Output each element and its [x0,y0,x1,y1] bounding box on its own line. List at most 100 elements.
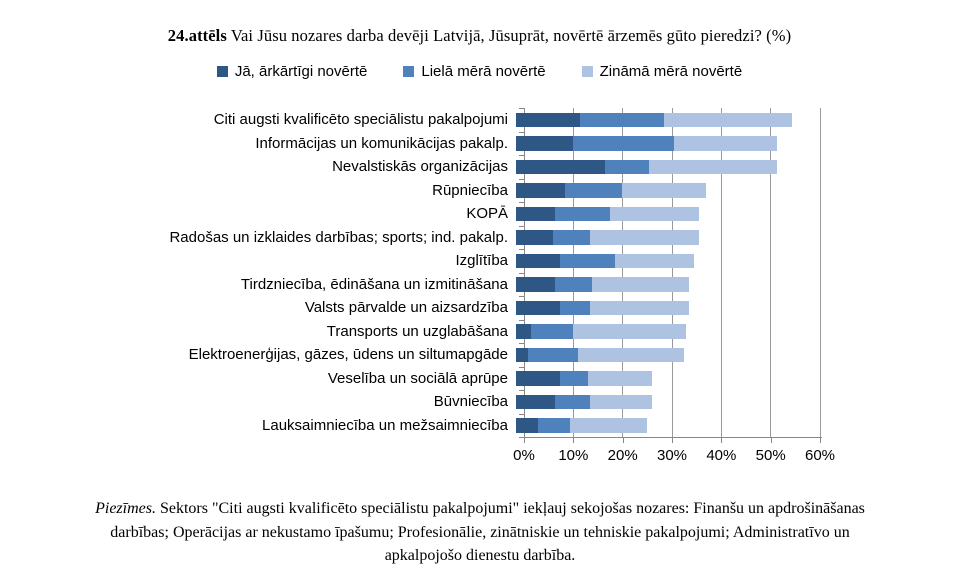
x-axis-tick [573,438,575,443]
bar-track [516,249,812,273]
y-axis-tick [519,272,524,274]
bar-segment [560,371,588,386]
table-row: Elektroenerģijas, gāzes, ūdens un siltum… [0,343,812,367]
category-label: Izglītība [455,252,508,269]
gridline [622,108,624,437]
x-axis-tick [721,438,723,443]
bar-track [516,226,812,250]
y-axis-tick [519,178,524,180]
y-axis-tick [519,202,524,203]
legend-item: Jā, ārkārtīgi novērtē [216,63,368,80]
bar-segment [516,183,566,198]
bar-segment [589,394,652,409]
bar-segment [673,136,778,151]
y-axis-tick [519,296,524,297]
bar-track [516,108,812,132]
category-label: Radošas un izklaides darbības; sports; i… [169,228,508,246]
bar-segment [555,206,610,221]
gridline [770,108,772,437]
category-label: Valsts pārvalde un aizsardzība [304,299,508,316]
bar-segment [622,183,706,198]
legend-swatch-icon [403,66,415,77]
legend-item: Zināmā mērā novērtē [581,63,743,80]
y-axis-tick [519,413,524,415]
bar-segment [614,253,694,268]
bar-track [516,343,812,367]
bar-segment [570,418,647,433]
gridline [671,108,673,437]
y-axis-tick [519,225,524,227]
footnote: Piezīmes. Sektors "Citi augsti kvalificē… [94,497,866,568]
x-tick-label: 60% [804,447,836,464]
bar-track [516,179,812,203]
bar-segment [516,277,556,292]
bar-segment [649,159,778,174]
table-row: KOPĀ [0,202,812,226]
bar-segment [560,253,615,268]
bar-segment [516,300,561,315]
bar-segment [609,206,699,221]
y-axis-tick [519,437,524,438]
footnote-label: Piezīmes. [95,500,156,517]
bar-segment [530,324,573,339]
footnote-text: Sektors "Citi augsti kvalificēto speciāl… [110,500,865,564]
bar-segment [565,183,623,198]
bar-track [516,132,812,156]
bar-track [516,414,812,438]
bar-track [516,390,812,414]
bar-track [516,367,812,391]
bar-segment [528,347,578,362]
gridline [720,108,722,437]
bar-track [516,273,812,297]
bar-segment [516,206,556,221]
y-axis-tick [519,343,524,344]
x-tick-label: 10% [558,447,589,464]
table-row: Veselība un sociālā aprūpe [0,367,812,391]
bar-segment [516,136,573,151]
x-tick-label: 0% [513,447,535,464]
y-axis-tick [519,319,524,321]
category-label: Tirdzniecība, ēdināšana un izmitināšana [240,275,508,293]
bar-segment [516,394,556,409]
category-label: Nevalstiskās organizācijas [332,158,508,175]
table-row: Tirdzniecība, ēdināšana un izmitināšana [0,273,812,297]
table-row: Valsts pārvalde un aizsardzība [0,296,812,320]
table-row: Transports un uzglabāšana [0,320,812,344]
bar-segment [572,136,674,151]
bar-segment [516,371,561,386]
bar-track [516,202,812,226]
legend-label: Zināmā mērā novērtē [599,63,743,80]
bar-segment [555,277,593,292]
table-row: Izglītība [0,249,812,273]
chart-legend: Jā, ārkārtīgi novērtē Lielā mērā novērtē Z… [0,63,959,80]
gridline-layer [524,108,821,437]
legend-item: Lielā mērā novērtē [403,63,546,80]
bar-segment [587,371,652,386]
x-axis-tick [672,438,673,443]
bar-segment [516,230,553,245]
bar-segment [592,277,689,292]
gridline [572,108,574,437]
table-row: Lauksaimniecība un mežsaimniecība [0,414,812,438]
legend-label: Jā, ārkārtīgi novērtē [234,63,368,80]
bar-segment [553,230,590,245]
bar-segment [572,324,687,339]
x-tick-label: 40% [706,447,737,464]
chart-title-number: 24.attēls [167,26,227,45]
legend-label: Lielā mērā novērtē [421,63,546,80]
category-label: Būvniecība [433,393,508,410]
table-row: Radošas un izklaides darbības; sports; i… [0,226,812,250]
x-tick-label: 20% [607,447,638,464]
legend-swatch-icon [216,66,228,77]
bar-segment [577,347,684,362]
y-axis-tick [519,366,524,368]
x-axis-line [521,437,822,438]
category-label: Lauksaimniecība un mežsaimniecība [262,416,508,434]
bar-track [516,155,812,179]
chart-title: 24.attēls Vai Jūsu nozares darba devēji … [0,26,959,46]
table-row: Citi augsti kvalificēto speciālistu paka… [0,108,812,132]
bar-segment [663,112,793,127]
table-row: Būvniecība [0,390,812,414]
y-axis-tick [519,108,524,109]
y-axis-tick [519,155,524,156]
